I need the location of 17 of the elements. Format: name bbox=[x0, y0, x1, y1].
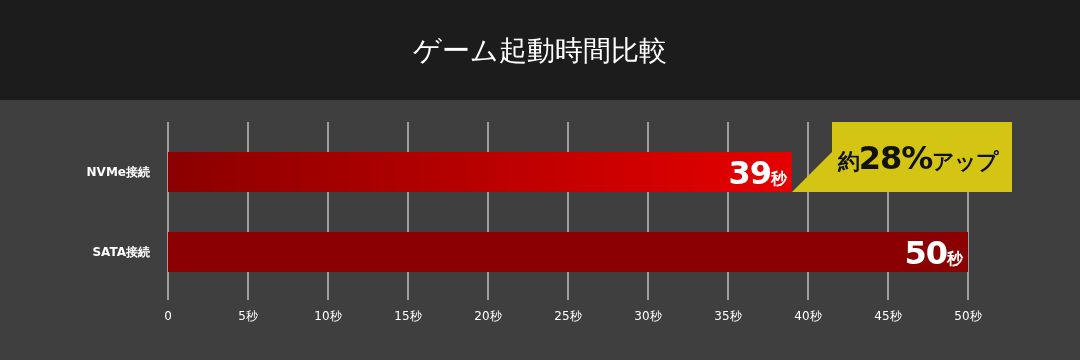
x-tick-label: 35秒 bbox=[714, 309, 742, 323]
x-tick-label: 0 bbox=[164, 309, 172, 323]
x-tick-label: 25秒 bbox=[554, 309, 582, 323]
x-tick-label: 15秒 bbox=[394, 309, 422, 323]
x-tick-label: 5秒 bbox=[238, 309, 258, 323]
x-tick-label: 10秒 bbox=[314, 309, 342, 323]
x-tick-label: 30秒 bbox=[634, 309, 662, 323]
chart-title: ゲーム起動時間比較 bbox=[413, 34, 667, 67]
y-tick-label: SATA接続 bbox=[92, 245, 150, 259]
x-tick-label: 20秒 bbox=[474, 309, 502, 323]
annotation: 約28%アップ bbox=[836, 139, 1000, 177]
data-label: 39秒 bbox=[728, 154, 788, 192]
y-tick-label: NVMe接続 bbox=[86, 165, 150, 179]
x-tick-label: 40秒 bbox=[794, 309, 822, 323]
data-label: 50秒 bbox=[904, 234, 964, 272]
x-tick-label: 45秒 bbox=[874, 309, 902, 323]
x-tick-label: 50秒 bbox=[954, 309, 982, 323]
